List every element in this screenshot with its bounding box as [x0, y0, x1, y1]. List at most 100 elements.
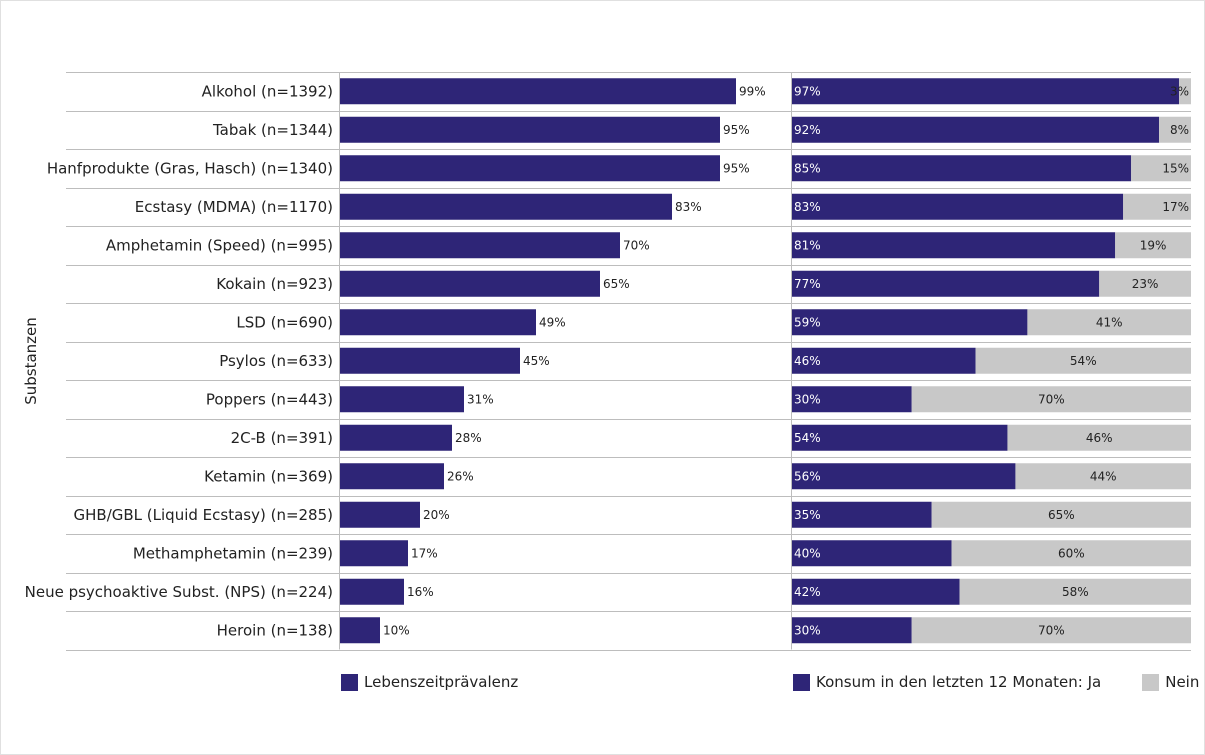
lifetime-value-label: 45% — [523, 354, 550, 368]
no-bar — [1131, 155, 1191, 182]
lifetime-bar — [340, 578, 404, 605]
yes-value-label: 83% — [794, 200, 821, 214]
yes-bar — [792, 309, 1028, 336]
yes-bar — [792, 347, 976, 374]
lifetime-bar — [340, 155, 720, 182]
no-bar — [1123, 193, 1191, 220]
no-bar — [1099, 270, 1191, 297]
lifetime-bar — [340, 617, 380, 644]
yes-value-label: 40% — [794, 546, 821, 560]
yes-value-label: 92% — [794, 123, 821, 137]
category-label: Psylos (n=633) — [219, 352, 333, 370]
lifetime-bar — [340, 424, 452, 451]
category-label: 2C-B (n=391) — [231, 429, 333, 447]
no-bar — [1115, 232, 1191, 259]
lifetime-bar — [340, 347, 520, 374]
lifetime-value-label: 95% — [723, 123, 750, 137]
lifetime-bar — [340, 232, 620, 259]
legend-swatch-yes — [793, 673, 810, 691]
category-label: Tabak (n=1344) — [212, 121, 333, 139]
category-label: Alkohol (n=1392) — [202, 82, 333, 100]
yes-value-label: 54% — [794, 431, 821, 445]
yes-bar — [792, 232, 1116, 259]
legend-label-lifetime: Lebenszeitprävalenz — [364, 673, 519, 691]
lifetime-value-label: 95% — [723, 161, 750, 175]
yes-bar — [792, 540, 952, 567]
legend-swatch-lifetime — [341, 673, 358, 691]
legend-label-yes: Konsum in den letzten 12 Monaten: Ja — [816, 673, 1102, 691]
no-value-label: 58% — [1062, 585, 1089, 599]
no-bar — [911, 617, 1191, 644]
no-bar — [959, 578, 1191, 605]
no-value-label: 15% — [1162, 161, 1189, 175]
yes-value-label: 35% — [794, 508, 821, 522]
lifetime-value-label: 99% — [739, 84, 766, 98]
yes-bar — [792, 463, 1016, 490]
no-value-label: 44% — [1090, 469, 1117, 483]
no-value-label: 70% — [1038, 623, 1065, 637]
row-separators — [66, 72, 1191, 651]
category-label: Poppers (n=443) — [206, 390, 333, 408]
category-label: Neue psychoaktive Subst. (NPS) (n=224) — [25, 583, 333, 601]
yes-bar — [792, 501, 932, 528]
yes-bar — [792, 116, 1160, 143]
no-bar — [951, 540, 1191, 567]
yes-value-label: 59% — [794, 315, 821, 329]
yes-bar — [792, 193, 1124, 220]
lifetime-value-label: 65% — [603, 277, 630, 291]
legend-swatch-no — [1142, 673, 1160, 691]
yes-bar — [792, 270, 1100, 297]
lifetime-bar — [340, 309, 536, 336]
yes-value-label: 85% — [794, 161, 821, 175]
lifetime-value-label: 10% — [383, 623, 410, 637]
lifetime-value-label: 26% — [447, 469, 474, 483]
no-value-label: 54% — [1070, 354, 1097, 368]
lifetime-bar — [340, 463, 444, 490]
lifetime-bar — [340, 270, 600, 297]
yes-bar — [792, 617, 912, 644]
no-value-label: 70% — [1038, 392, 1065, 406]
no-value-label: 65% — [1048, 508, 1075, 522]
lifetime-value-label: 28% — [455, 431, 482, 445]
no-bar — [1007, 424, 1191, 451]
lifetime-value-label: 20% — [423, 508, 450, 522]
category-label: Ecstasy (MDMA) (n=1170) — [135, 198, 333, 216]
lifetime-bar — [340, 386, 464, 413]
no-bar — [975, 347, 1191, 374]
legend-lifetime: Lebenszeitprävalenz — [341, 672, 518, 692]
lifetime-bar — [340, 501, 420, 528]
y-axis-title: Substanzen — [22, 317, 40, 405]
no-value-label: 8% — [1170, 123, 1189, 137]
yes-bar — [792, 424, 1008, 451]
legend-label-no: Nein — [1165, 673, 1200, 691]
no-bar — [931, 501, 1191, 528]
lifetime-value-label: 83% — [675, 200, 702, 214]
lifetime-prevalence-bars: 99% 95% 95% 83% 70% 65% 49% 45% 31% 28% 26% 20% 17% 1… — [340, 78, 766, 644]
lifetime-bar — [340, 193, 672, 220]
category-label: LSD (n=690) — [236, 313, 333, 331]
category-labels: Alkohol (n=1392) Tabak (n=1344) Hanfproduk… — [25, 82, 333, 639]
lifetime-value-label: 17% — [411, 546, 438, 560]
no-bar — [1159, 116, 1191, 143]
no-value-label: 46% — [1086, 431, 1113, 445]
no-value-label: 41% — [1096, 315, 1123, 329]
yes-value-label: 30% — [794, 392, 821, 406]
category-label: Heroin (n=138) — [217, 621, 333, 639]
no-bar — [1179, 78, 1191, 105]
category-label: Hanfprodukte (Gras, Hasch) (n=1340) — [47, 159, 333, 177]
no-value-label: 60% — [1058, 546, 1085, 560]
no-bar — [1027, 309, 1191, 336]
category-label: GHB/GBL (Liquid Ecstasy) (n=285) — [74, 506, 333, 524]
category-label: Kokain (n=923) — [216, 275, 333, 293]
lifetime-value-label: 70% — [623, 238, 650, 252]
lifetime-value-label: 16% — [407, 585, 434, 599]
category-label: Ketamin (n=369) — [204, 467, 333, 485]
yes-bar — [792, 155, 1132, 182]
yes-value-label: 56% — [794, 469, 821, 483]
category-label: Methamphetamin (n=239) — [133, 544, 333, 562]
yes-value-label: 81% — [794, 238, 821, 252]
yes-bar — [792, 78, 1180, 105]
lifetime-bar — [340, 78, 736, 105]
legend-12-months: Konsum in den letzten 12 Monaten: Ja Nei… — [793, 672, 1199, 692]
